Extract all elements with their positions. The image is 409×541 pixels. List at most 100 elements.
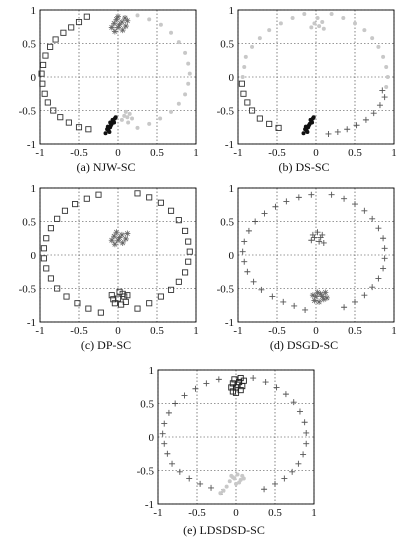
data-point-dot — [186, 61, 191, 66]
data-point-dot — [303, 124, 308, 129]
data-point-square — [43, 235, 50, 242]
data-point-plus — [164, 450, 171, 457]
data-point-dot — [158, 116, 163, 121]
data-point-star — [108, 237, 115, 244]
data-point-dot — [147, 17, 152, 22]
data-point-square — [68, 24, 75, 31]
data-point-plus — [381, 255, 388, 262]
data-point-square — [57, 114, 64, 121]
data-point-square — [75, 124, 83, 131]
data-point-dot — [381, 54, 386, 59]
data-point-plus — [181, 392, 188, 399]
data-point-plus — [262, 379, 269, 386]
data-point-plus — [301, 419, 308, 426]
data-point-star — [317, 290, 324, 297]
data-point-square — [244, 99, 251, 106]
data-point-plus — [289, 468, 296, 475]
data-point-square — [54, 215, 61, 222]
data-point-dot — [243, 54, 248, 59]
data-point-dot — [315, 16, 320, 21]
data-point-square — [108, 292, 115, 299]
x-tick-label: 0 — [233, 507, 239, 519]
y-tick-label: 1 — [149, 365, 155, 377]
y-tick-label: -0.5 — [137, 466, 155, 478]
data-point-square — [40, 61, 47, 68]
data-point-dot — [158, 22, 163, 27]
data-point-square — [248, 107, 256, 114]
data-point-dot — [341, 16, 346, 21]
data-point-plus — [379, 87, 386, 94]
y-tick-label: -1 — [27, 139, 36, 151]
data-point-dot — [229, 473, 234, 478]
y-tick-label: 0.5 — [140, 399, 154, 411]
data-point-star — [115, 24, 121, 31]
plot-frame — [237, 187, 395, 323]
data-point-plus — [344, 126, 351, 133]
y-tick-label: -1 — [27, 317, 36, 329]
data-point-plus — [341, 304, 348, 311]
data-point-dot — [311, 115, 316, 120]
data-point-dot — [183, 50, 188, 55]
data-point-square — [72, 201, 79, 208]
panel-caption: (d) DSGD-SC — [269, 338, 339, 352]
data-point-plus — [261, 486, 268, 493]
data-point-dot — [127, 111, 132, 116]
y-tick-label: 0 — [229, 250, 235, 262]
data-point-plus — [192, 385, 199, 392]
data-point-plus — [369, 215, 376, 222]
data-point-dot — [376, 44, 381, 49]
data-point-plus — [296, 408, 303, 415]
y-tick-label: 0.5 — [22, 39, 36, 51]
data-point-star — [113, 229, 120, 236]
data-point-dot — [135, 125, 140, 130]
data-point-plus — [303, 429, 310, 436]
data-point-plus — [283, 198, 290, 205]
data-point-square — [232, 389, 240, 396]
data-point-dot — [301, 131, 306, 136]
data-point-plus — [176, 468, 183, 475]
x-tick-label: -0.5 — [70, 325, 88, 337]
data-point-dot — [224, 484, 229, 489]
data-point-dot — [385, 75, 390, 79]
x-tick-label: -0.5 — [268, 325, 286, 337]
y-tick-label: 0 — [31, 72, 37, 84]
data-point-star — [111, 28, 118, 35]
x-tick-label: -1 — [233, 325, 242, 337]
y-tick-label: 1 — [229, 5, 235, 17]
data-point-square — [40, 245, 47, 252]
y-tick-label: 0.5 — [220, 217, 234, 229]
data-point-dot — [125, 115, 130, 120]
x-tick-label: -1 — [35, 325, 44, 337]
y-tick-label: -0.5 — [217, 284, 235, 296]
data-point-plus — [291, 302, 298, 309]
data-point-plus — [244, 268, 251, 275]
data-point-square — [54, 285, 61, 292]
data-point-dot — [321, 26, 326, 31]
data-point-star — [119, 239, 126, 246]
data-point-dot — [169, 109, 174, 114]
data-point-square — [47, 43, 54, 50]
data-point-square — [185, 258, 192, 265]
plot-frame — [39, 9, 197, 145]
data-point-star — [111, 233, 118, 240]
data-point-dot — [384, 85, 389, 90]
data-point-plus — [250, 375, 257, 382]
data-point-square — [39, 80, 46, 87]
x-tick-label: 0.5 — [348, 147, 362, 159]
data-point-square — [256, 115, 263, 122]
y-tick-label: 0.5 — [22, 217, 36, 229]
data-point-dot — [130, 116, 135, 121]
data-point-square — [83, 13, 90, 20]
data-point-star — [118, 231, 125, 238]
data-point-dot — [353, 21, 357, 26]
x-tick-label: 0.5 — [268, 507, 282, 519]
data-point-dot — [227, 479, 232, 484]
x-tick-label: -0.5 — [188, 507, 206, 519]
data-point-plus — [311, 234, 318, 241]
data-point-square — [47, 225, 54, 232]
data-point-dot — [221, 488, 226, 493]
data-point-plus — [161, 420, 168, 427]
data-point-plus — [241, 238, 248, 245]
data-point-square — [234, 381, 241, 388]
data-point-square — [121, 293, 128, 300]
